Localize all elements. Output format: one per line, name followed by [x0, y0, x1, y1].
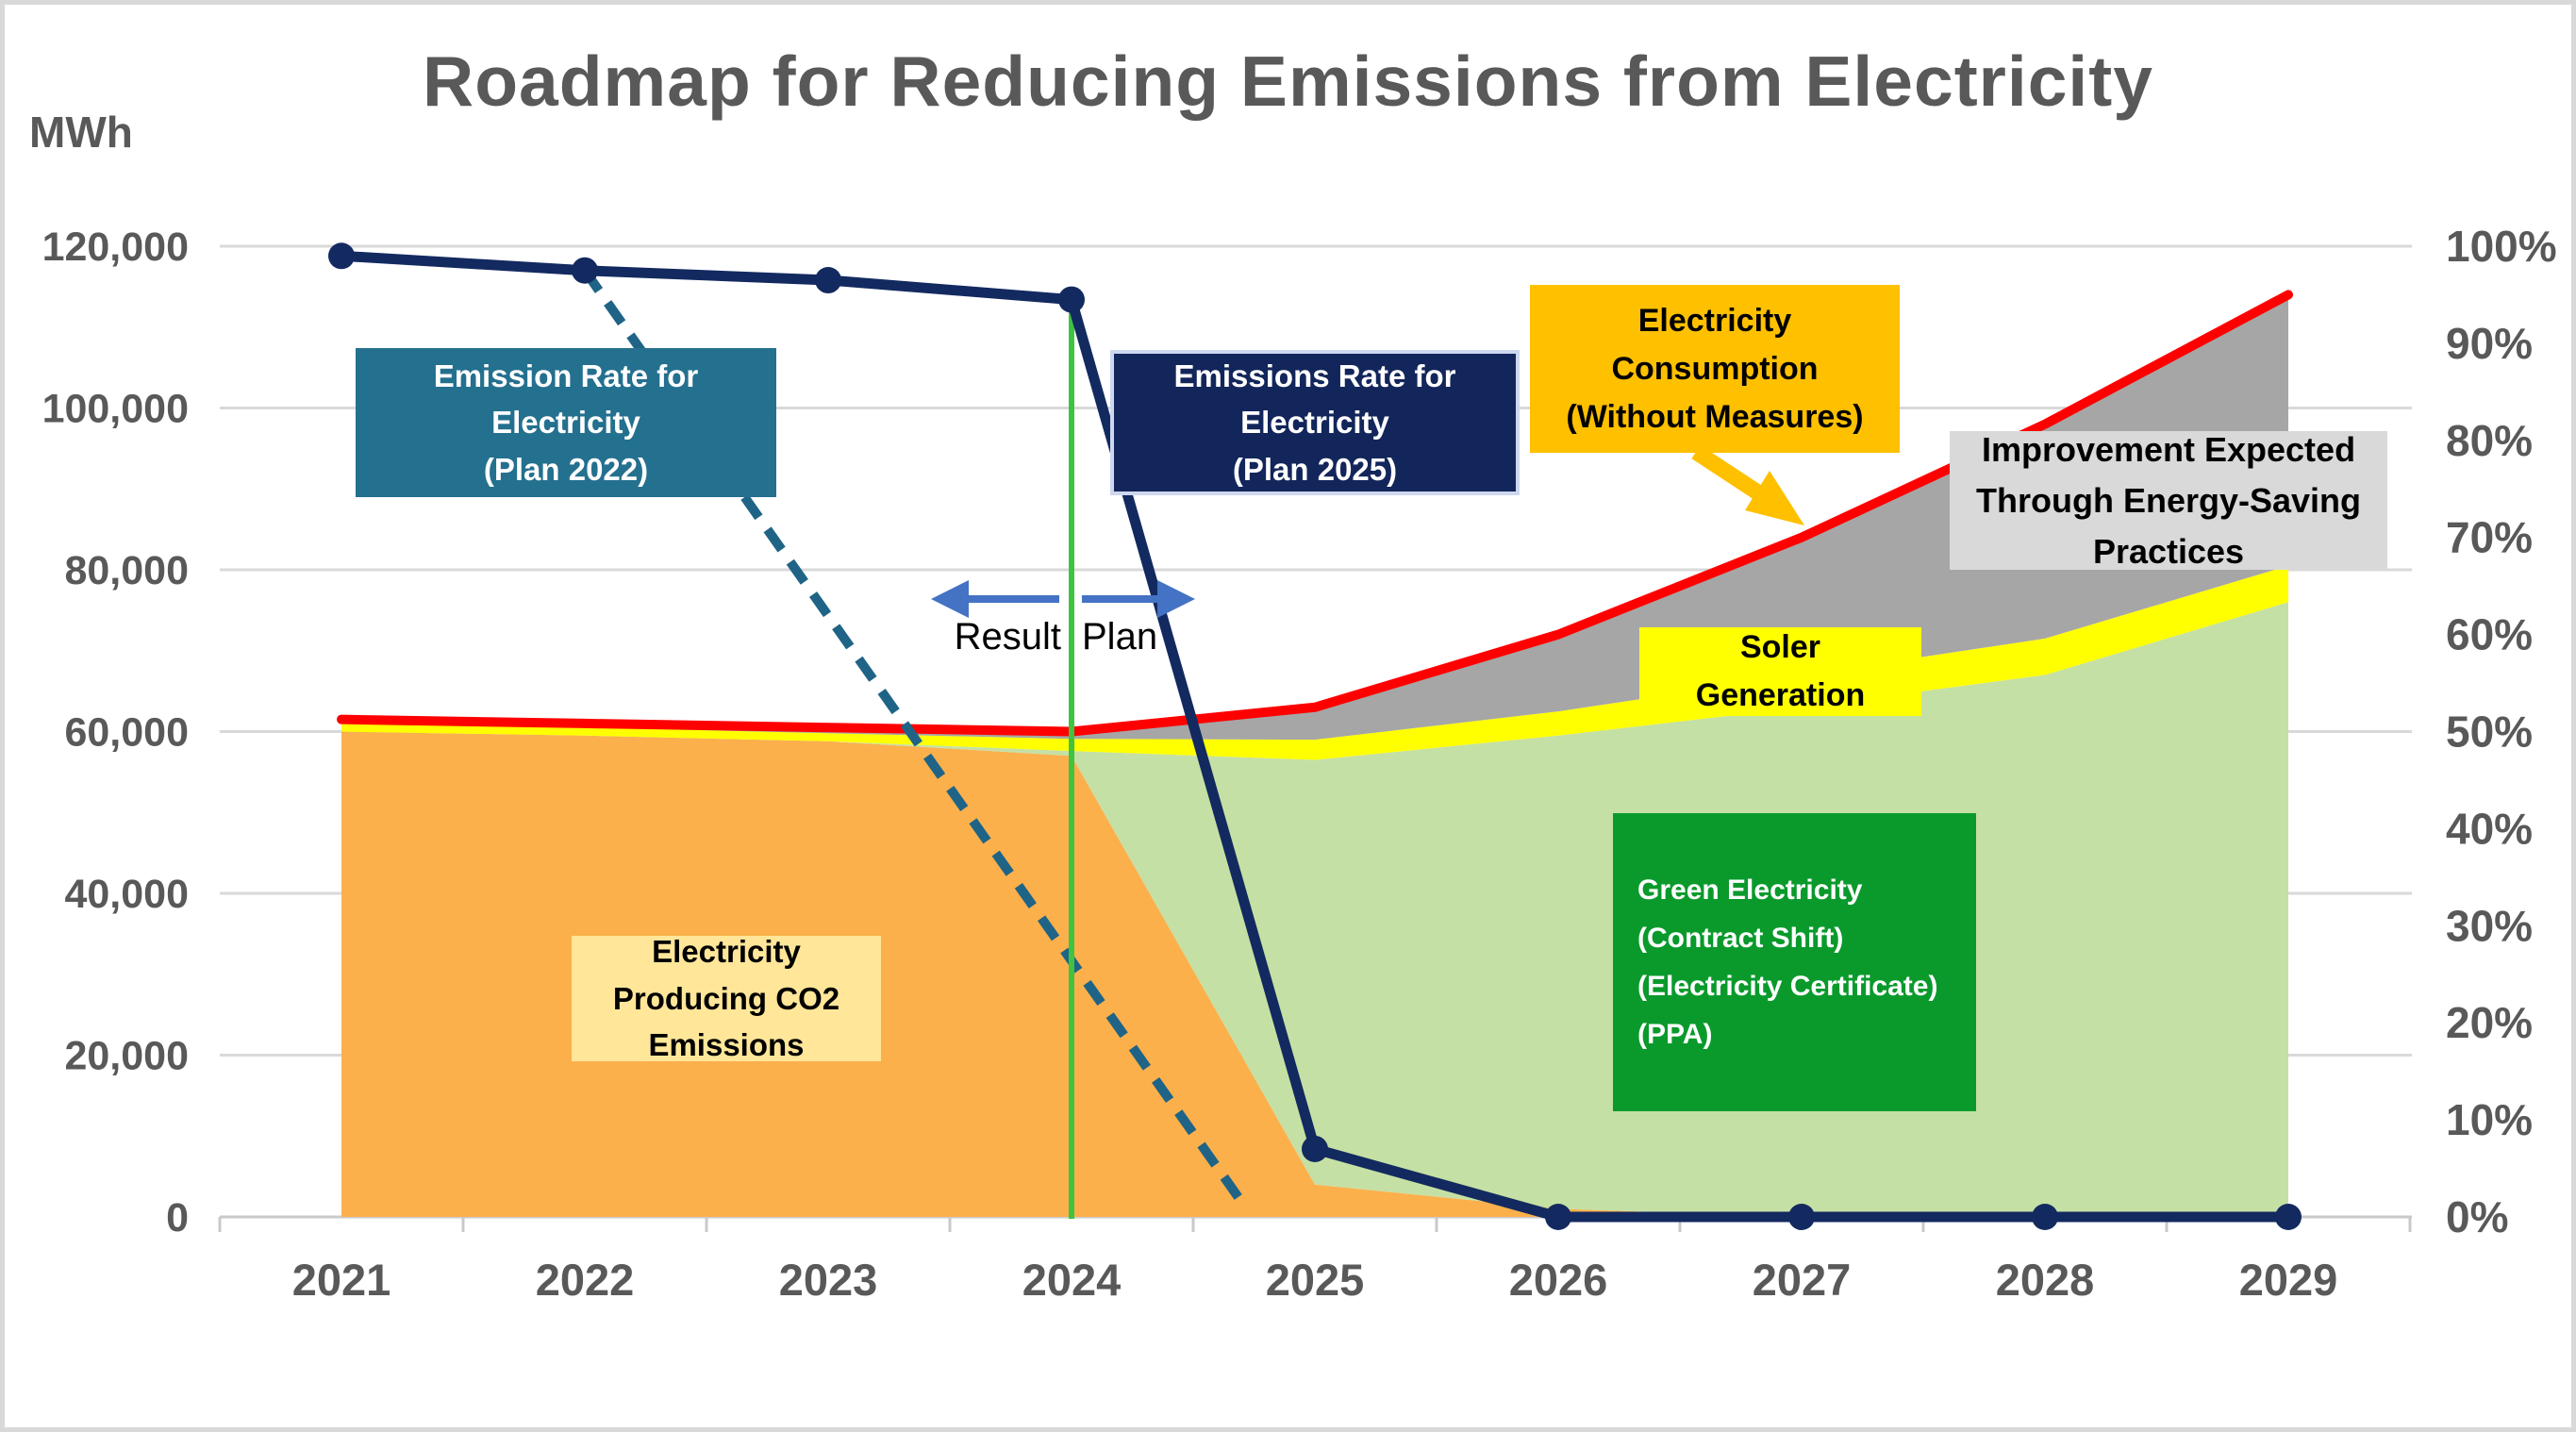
consumption-annotation-box: Electricity Consumption (Without Measure… [1530, 285, 1900, 453]
plan2022-rate-line [580, 267, 1246, 1206]
annotation-line: Electricity [1637, 302, 1792, 339]
annotation-line: Electricity [491, 405, 640, 441]
area-co2-electricity [341, 731, 2288, 1217]
x-axis-tick-label: 2022 [536, 1255, 635, 1305]
y-left-tick-label: 0 [166, 1195, 189, 1241]
plan2025-data-marker [1788, 1204, 1815, 1230]
y-left-tick-label: 20,000 [64, 1034, 189, 1079]
annotation-line: Generation [1695, 677, 1866, 713]
annotation-line: Emission Rate for [433, 358, 699, 393]
axis-tick-labels: 120,000 100,000 80,000 60,000 40,000 20,000 0 1… [42, 222, 2557, 1305]
y-left-tick-label: 60,000 [64, 710, 189, 756]
annotation-arrows [931, 444, 1804, 618]
annotation-line: Electricity [652, 934, 801, 970]
annotation-line: (Without Measures) [1566, 398, 1864, 435]
y-right-tick-label: 80% [2446, 416, 2533, 465]
plan2025-data-marker [1058, 286, 1085, 313]
annotation-line: (PPA) [1637, 1019, 1713, 1050]
y-left-tick-label: 120,000 [42, 225, 189, 270]
x-axis-tick-label: 2028 [1996, 1255, 2095, 1305]
chart-plot-area: 120,000 100,000 80,000 60,000 40,000 20,000 0 1… [42, 222, 2557, 1305]
plan2025-data-marker [2032, 1204, 2058, 1230]
annotation-line: Producing CO2 [612, 980, 840, 1016]
plan2025-annotation-box: Emissions Rate for Electricity (Plan 202… [1110, 350, 1520, 495]
annotation-line: (Electricity Certificate) [1637, 971, 1938, 1002]
annotation-line: Emissions [648, 1027, 805, 1063]
improvement-annotation-box: Improvement Expected Through Energy-Savi… [1950, 430, 2387, 571]
plan2025-data-marker [572, 257, 598, 284]
y-left-tick-label: 80,000 [64, 548, 189, 593]
y-right-tick-label: 20% [2446, 998, 2533, 1047]
x-axis-tick-label: 2024 [1022, 1255, 1122, 1305]
annotation-line: Green Electricity [1637, 874, 1863, 906]
annotation-line: Emissions Rate for [1173, 358, 1456, 393]
dashed-plan2022-line [580, 267, 1246, 1206]
y-right-tick-label: 50% [2446, 708, 2533, 757]
navy-plan2025-line [328, 242, 2302, 1230]
annotation-line: Improvement Expected [1981, 429, 2356, 469]
solar-annotation-box: Soler Generation [1639, 627, 1921, 716]
x-axis-tick-label: 2027 [1753, 1255, 1852, 1305]
result-arrow-icon [931, 580, 1059, 618]
plan-arrow-icon [1082, 580, 1195, 618]
y-right-tick-label: 90% [2446, 319, 2533, 368]
y-right-tick-label: 40% [2446, 804, 2533, 853]
plan2025-data-marker [328, 242, 355, 270]
consumption-arrow-icon [1691, 444, 1804, 525]
x-axis-tick-label: 2023 [779, 1255, 878, 1305]
annotation-line: Electricity [1240, 405, 1389, 441]
plan2025-data-marker [1302, 1135, 1328, 1162]
x-axis-tick-label: 2029 [2239, 1255, 2338, 1305]
y-left-tick-label: 40,000 [64, 872, 189, 917]
y-right-tick-label: 60% [2446, 610, 2533, 659]
annotation-line: Practices [2092, 531, 2245, 571]
x-axis-tick-label: 2025 [1266, 1255, 1365, 1305]
co2-annotation-box: Electricity Producing CO2 Emissions [572, 934, 881, 1062]
chart-title: Roadmap for Reducing Emissions from Elec… [423, 42, 2153, 121]
result-label: Result [954, 616, 1061, 658]
y-right-tick-label: 10% [2446, 1095, 2533, 1144]
y-right-tick-label: 30% [2446, 901, 2533, 950]
green-electricity-annotation-box: Green Electricity (Contract Shift) (Elec… [1613, 813, 1976, 1111]
y-right-tick-label: 0% [2446, 1192, 2508, 1241]
plan2025-data-marker [1545, 1204, 1571, 1230]
plan2022-annotation-box: Emission Rate for Electricity (Plan 2022… [356, 348, 776, 497]
annotation-line: (Plan 2025) [1232, 451, 1398, 487]
y-axis-unit-label: MWh [29, 108, 133, 157]
annotation-line: (Contract Shift) [1637, 923, 1844, 954]
annotation-line: (Plan 2022) [483, 451, 649, 487]
x-axis-tick-label: 2021 [292, 1255, 391, 1305]
annotation-line: Soler [1739, 629, 1821, 665]
y-right-tick-label: 100% [2446, 222, 2557, 271]
x-axis-tick-label: 2026 [1509, 1255, 1608, 1305]
plan-label: Plan [1082, 616, 1158, 658]
plan2025-data-marker [2275, 1204, 2302, 1230]
annotation-line: Consumption [1611, 350, 1819, 387]
y-left-tick-label: 100,000 [42, 387, 189, 432]
plan2025-data-marker [815, 267, 841, 294]
y-right-tick-label: 70% [2446, 513, 2533, 562]
annotation-line: Through Energy-Saving [1975, 480, 2362, 520]
